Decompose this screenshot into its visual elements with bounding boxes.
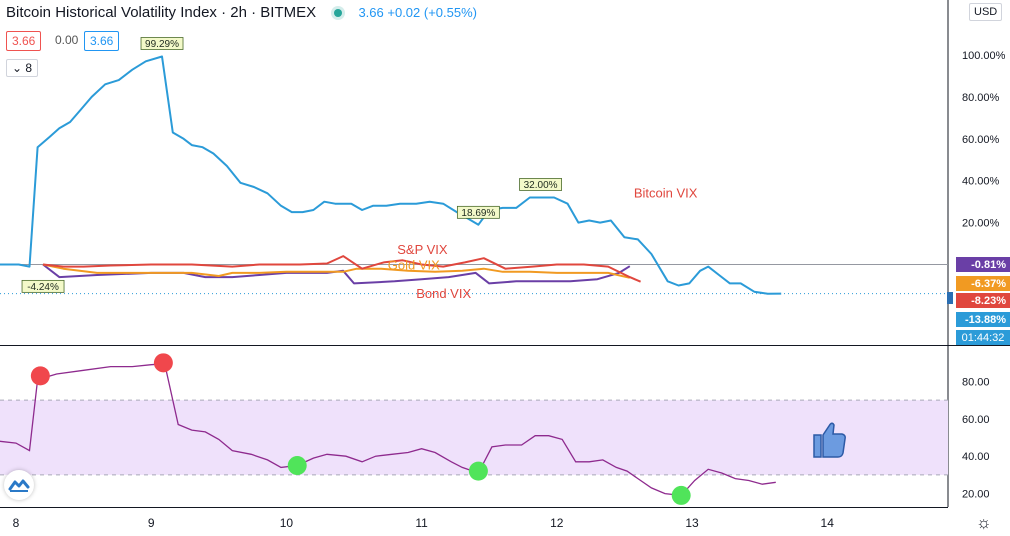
scale-handle <box>947 292 953 304</box>
y-tick-label: 60.00% <box>962 134 1000 146</box>
rsi-tick-label: 20.00 <box>962 489 990 501</box>
value-gray: 0.00 <box>55 33 79 47</box>
badge-bg <box>956 330 1010 345</box>
currency-button[interactable]: USD <box>969 3 1003 21</box>
badge-bg <box>956 293 1010 308</box>
value-callout: -4.24% <box>21 279 65 293</box>
signal-marker <box>671 485 691 505</box>
badge-label: -13.88% <box>965 314 1006 326</box>
callout-label: 99.29% <box>145 39 179 50</box>
badge-label: -6.37% <box>971 278 1006 290</box>
rsi-tick-label: 40.00 <box>962 451 990 463</box>
chart-header: Bitcoin Historical Volatility Index · 2h… <box>6 4 477 21</box>
value-callout: 18.69% <box>456 205 500 219</box>
series-line-s-p-vix <box>42 255 641 283</box>
x-tick-label: 8 <box>13 516 20 530</box>
series-line-bitcoin-vix <box>0 55 782 295</box>
x-tick-label: 9 <box>148 516 155 530</box>
interval-dropdown[interactable]: ⌄ 8 <box>6 59 39 77</box>
signal-marker <box>468 461 488 481</box>
badge-bg <box>956 257 1010 272</box>
signal-marker <box>30 366 50 386</box>
rsi-band <box>0 400 948 475</box>
x-tick-label: 12 <box>550 516 564 530</box>
series-label: Bitcoin VIX <box>634 185 698 200</box>
y-tick-label: 40.00% <box>962 176 1000 188</box>
callout-label: 18.69% <box>461 208 495 219</box>
signal-marker <box>287 456 307 476</box>
x-tick-label: 13 <box>685 516 699 530</box>
series-label: S&P VIX <box>397 242 448 257</box>
last-value-badge: -13.88% <box>956 312 1010 327</box>
tradingview-logo-icon[interactable] <box>4 470 34 500</box>
rsi-tick-label: 60.00 <box>962 414 990 426</box>
value-callout: 32.00% <box>519 178 562 191</box>
series-line-bond-vix <box>42 263 631 285</box>
last-value-badge: -0.81% <box>956 257 1010 272</box>
interval-value: 8 <box>25 61 33 75</box>
market-status-icon <box>334 8 343 17</box>
countdown-badge: 01:44:32 <box>956 330 1010 345</box>
callout-box <box>456 205 500 219</box>
signal-marker <box>153 353 173 373</box>
x-tick-label: 10 <box>280 516 294 530</box>
last-value-badge: -8.23% <box>956 293 1010 308</box>
value-box-blue: 3.66 <box>84 31 120 51</box>
series-label: Gold VIX <box>388 258 440 273</box>
thumbs-up-icon <box>813 422 846 458</box>
y-tick-label: 100.00% <box>962 50 1006 62</box>
gear-icon[interactable]: ☼ <box>976 513 992 532</box>
rsi-tick-label: 80.00 <box>962 377 990 389</box>
callout-box <box>519 178 562 191</box>
y-tick-label: 80.00% <box>962 92 1000 104</box>
value-box-red: 3.66 <box>6 31 42 51</box>
callout-label: -4.24% <box>27 282 59 293</box>
countdown-label: 01:44:32 <box>962 332 1005 344</box>
series-line-gold-vix <box>42 263 631 279</box>
badge-bg <box>956 312 1010 327</box>
last-value-badge: -6.37% <box>956 276 1010 291</box>
badge-label: -0.81% <box>971 259 1006 271</box>
series-label: Bond VIX <box>416 286 471 301</box>
chevron-down-icon: ⌄ <box>12 61 23 75</box>
x-tick-label: 11 <box>415 516 428 530</box>
callout-box <box>140 37 184 50</box>
callout-box <box>21 279 65 293</box>
symbol-title[interactable]: Bitcoin Historical Volatility Index · 2h… <box>6 4 317 21</box>
y-tick-label: 20.00% <box>962 218 1000 230</box>
value-callout: 99.29% <box>140 37 184 50</box>
badge-bg <box>956 276 1010 291</box>
callout-label: 32.00% <box>524 180 558 191</box>
price-change-label: 3.66 +0.02 (+0.55%) <box>358 5 477 20</box>
x-tick-label: 14 <box>821 516 835 530</box>
badge-label: -8.23% <box>971 295 1006 307</box>
